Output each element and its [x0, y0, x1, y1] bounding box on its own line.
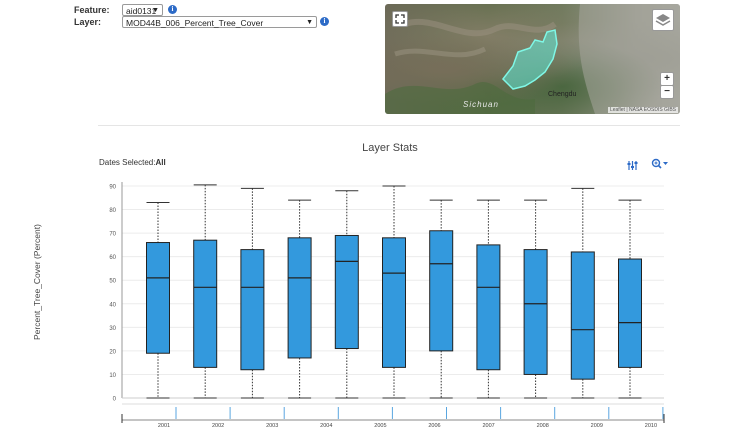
y-tick-label: 50 — [109, 279, 116, 285]
y-tick-label: 0 — [113, 397, 117, 403]
navigator-year-label: 2004 — [320, 423, 332, 429]
layer-info-icon[interactable]: i — [320, 17, 329, 26]
map-view[interactable]: + − Sichuan Chengdu Leaflet | NASA EOSDI… — [385, 4, 680, 114]
navigator-year-label: 2003 — [266, 423, 278, 429]
box-2010 — [570, 251, 595, 380]
dates-selected: Dates Selected:All — [99, 158, 166, 167]
y-tick-label: 40 — [109, 302, 116, 308]
map-attribution: Leaflet | NASA EOSDIS GIBS — [607, 107, 678, 113]
map-terrain — [385, 4, 680, 114]
layer-label: Layer: — [74, 17, 102, 27]
y-tick-label: 70 — [109, 232, 116, 238]
zoom-dropdown-icon — [651, 158, 668, 169]
dates-selected-value: All — [155, 158, 166, 167]
feature-label: Feature: — [74, 5, 110, 15]
y-tick-label: 60 — [109, 255, 116, 261]
box-2007 — [429, 230, 454, 352]
navigator-year-label: 2009 — [591, 423, 603, 429]
fullscreen-button[interactable] — [392, 11, 408, 27]
map-label-sichuan: Sichuan — [463, 100, 499, 109]
stats-title: Layer Stats — [362, 142, 418, 154]
chevron-down-icon: ▼ — [306, 19, 313, 26]
region-boundary — [502, 29, 558, 90]
layer-select-value: MOD44B_006_Percent_Tree_Cover — [126, 18, 264, 28]
y-tick-label: 10 — [109, 373, 116, 379]
box-2001 — [146, 242, 170, 354]
dates-selected-label: Dates Selected: — [99, 158, 156, 167]
box-2005 — [334, 234, 359, 350]
y-axis-title: Percent_Tree_Cover (Percent) — [32, 224, 42, 340]
y-tick-label: 30 — [109, 326, 116, 332]
y-tick-label: 90 — [109, 185, 116, 191]
chevron-down-icon: ▼ — [152, 7, 159, 14]
box-2011 — [618, 258, 642, 368]
y-tick-label: 80 — [109, 208, 116, 214]
navigator-year-label: 2007 — [482, 423, 494, 429]
navigator-year-label: 2006 — [428, 423, 440, 429]
fullscreen-icon — [395, 14, 405, 24]
map-label-chengdu: Chengdu — [548, 91, 577, 98]
feature-info-icon[interactable]: i — [168, 5, 177, 14]
settings-button[interactable] — [627, 158, 638, 170]
section-divider — [98, 125, 680, 126]
zoom-menu-button[interactable] — [651, 157, 669, 169]
navigator-year-label: 2001 — [158, 423, 170, 429]
layers-icon — [655, 14, 671, 26]
zoom-out-button[interactable]: − — [660, 85, 674, 99]
box-2008 — [476, 244, 501, 371]
y-tick-label: 20 — [109, 349, 116, 355]
zoom-in-button[interactable]: + — [660, 72, 674, 86]
feature-select[interactable]: aid0131 ▼ — [122, 4, 163, 16]
sliders-icon — [627, 161, 638, 170]
box-2003 — [240, 249, 265, 371]
feature-select-value: aid0131 — [126, 6, 157, 16]
box-2009 — [523, 249, 548, 375]
navigator-year-label: 2008 — [537, 423, 549, 429]
box-2006 — [382, 237, 406, 368]
layer-select[interactable]: MOD44B_006_Percent_Tree_Cover ▼ — [122, 16, 317, 28]
box-2004 — [287, 237, 312, 359]
navigator-year-label: 2010 — [645, 423, 657, 429]
layers-button[interactable] — [652, 9, 674, 31]
navigator-year-label: 2002 — [212, 423, 224, 429]
navigator-year-label: 2005 — [374, 423, 386, 429]
box-2002 — [193, 239, 218, 368]
